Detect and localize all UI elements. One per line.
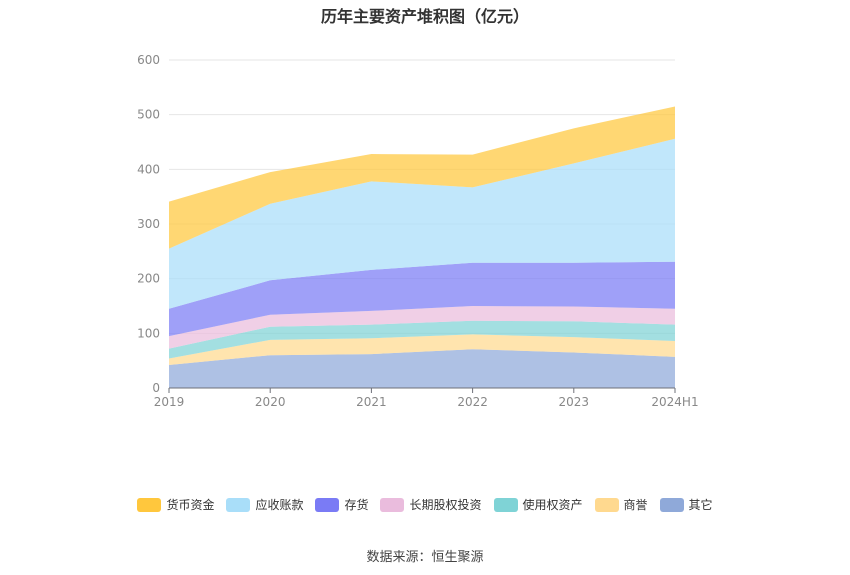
legend-swatch: [594, 497, 619, 512]
y-tick-label: 300: [137, 217, 160, 231]
legend-swatch: [493, 497, 518, 512]
x-tick-label: 2022: [457, 395, 488, 409]
y-tick-label: 200: [137, 272, 160, 286]
legend-item[interactable]: 使用权资产: [493, 496, 583, 513]
legend-swatch: [659, 497, 684, 512]
y-tick-label: 600: [137, 53, 160, 67]
area-series-1: [169, 334, 675, 366]
x-tick-label: 2020: [255, 395, 286, 409]
legend-item[interactable]: 商誉: [594, 496, 648, 513]
legend-item[interactable]: 货币资金: [137, 496, 214, 513]
legend-item[interactable]: 应收账款: [226, 496, 303, 513]
area-series-4: [169, 261, 675, 337]
y-tick-label: 400: [137, 162, 160, 176]
x-tick-label: 2019: [154, 395, 185, 409]
source-note: 数据来源：恒生聚源: [366, 550, 484, 565]
area-series-3: [169, 306, 675, 349]
chart-title: 历年主要资产堆积图（亿元）: [320, 7, 529, 26]
legend-label: 货币资金: [166, 498, 215, 512]
y-tick-label: 500: [137, 108, 160, 122]
legend-label: 商誉: [623, 498, 648, 512]
legend: 货币资金 应收账款 存货 长期股权投资 使用权资产 商誉 其它: [0, 496, 850, 513]
legend-label: 存货: [344, 498, 369, 512]
area-series-0: [169, 349, 675, 388]
axes: 0 100 200 300 400 500 600 2019 2020 2021 2022 2023 2…: [137, 53, 699, 409]
legend-label: 应收账款: [255, 498, 304, 512]
area-series-2: [169, 320, 675, 359]
area-series-5: [169, 138, 675, 309]
y-tick-label: 0: [152, 381, 160, 395]
legend-item[interactable]: 其它: [659, 496, 713, 513]
area-series-6: [169, 106, 675, 249]
legend-label: 使用权资产: [522, 498, 583, 512]
legend-item[interactable]: 存货: [315, 496, 368, 513]
y-tick-label: 100: [137, 326, 160, 340]
area-series: [169, 106, 675, 388]
legend-label: 长期股权投资: [409, 498, 482, 512]
legend-swatch: [137, 497, 162, 512]
x-tick-label: 2023: [559, 395, 590, 409]
legend-swatch: [226, 497, 251, 512]
legend-swatch: [380, 497, 405, 512]
x-tick-label: 2024H1: [651, 395, 698, 409]
legend-swatch: [315, 497, 340, 512]
x-tick-label: 2021: [356, 395, 387, 409]
legend-label: 其它: [688, 498, 713, 512]
legend-item[interactable]: 长期股权投资: [380, 496, 482, 513]
